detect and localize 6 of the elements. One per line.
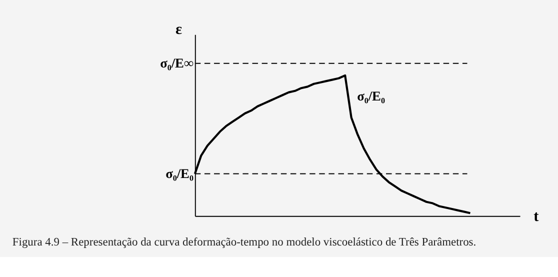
annotation: σ₀/E₀ xyxy=(357,88,385,104)
y-axis-title: ε xyxy=(175,20,182,38)
ref-line-label: σ₀/E₀ xyxy=(166,166,194,182)
x-axis-title: t xyxy=(534,208,540,226)
ref-line-label: σ₀/E∞ xyxy=(160,56,194,71)
text: Figura 4.9 – Representação da curva deformação-tempo no modelo viscoelástico de Três Parâmetros. xyxy=(12,236,476,249)
